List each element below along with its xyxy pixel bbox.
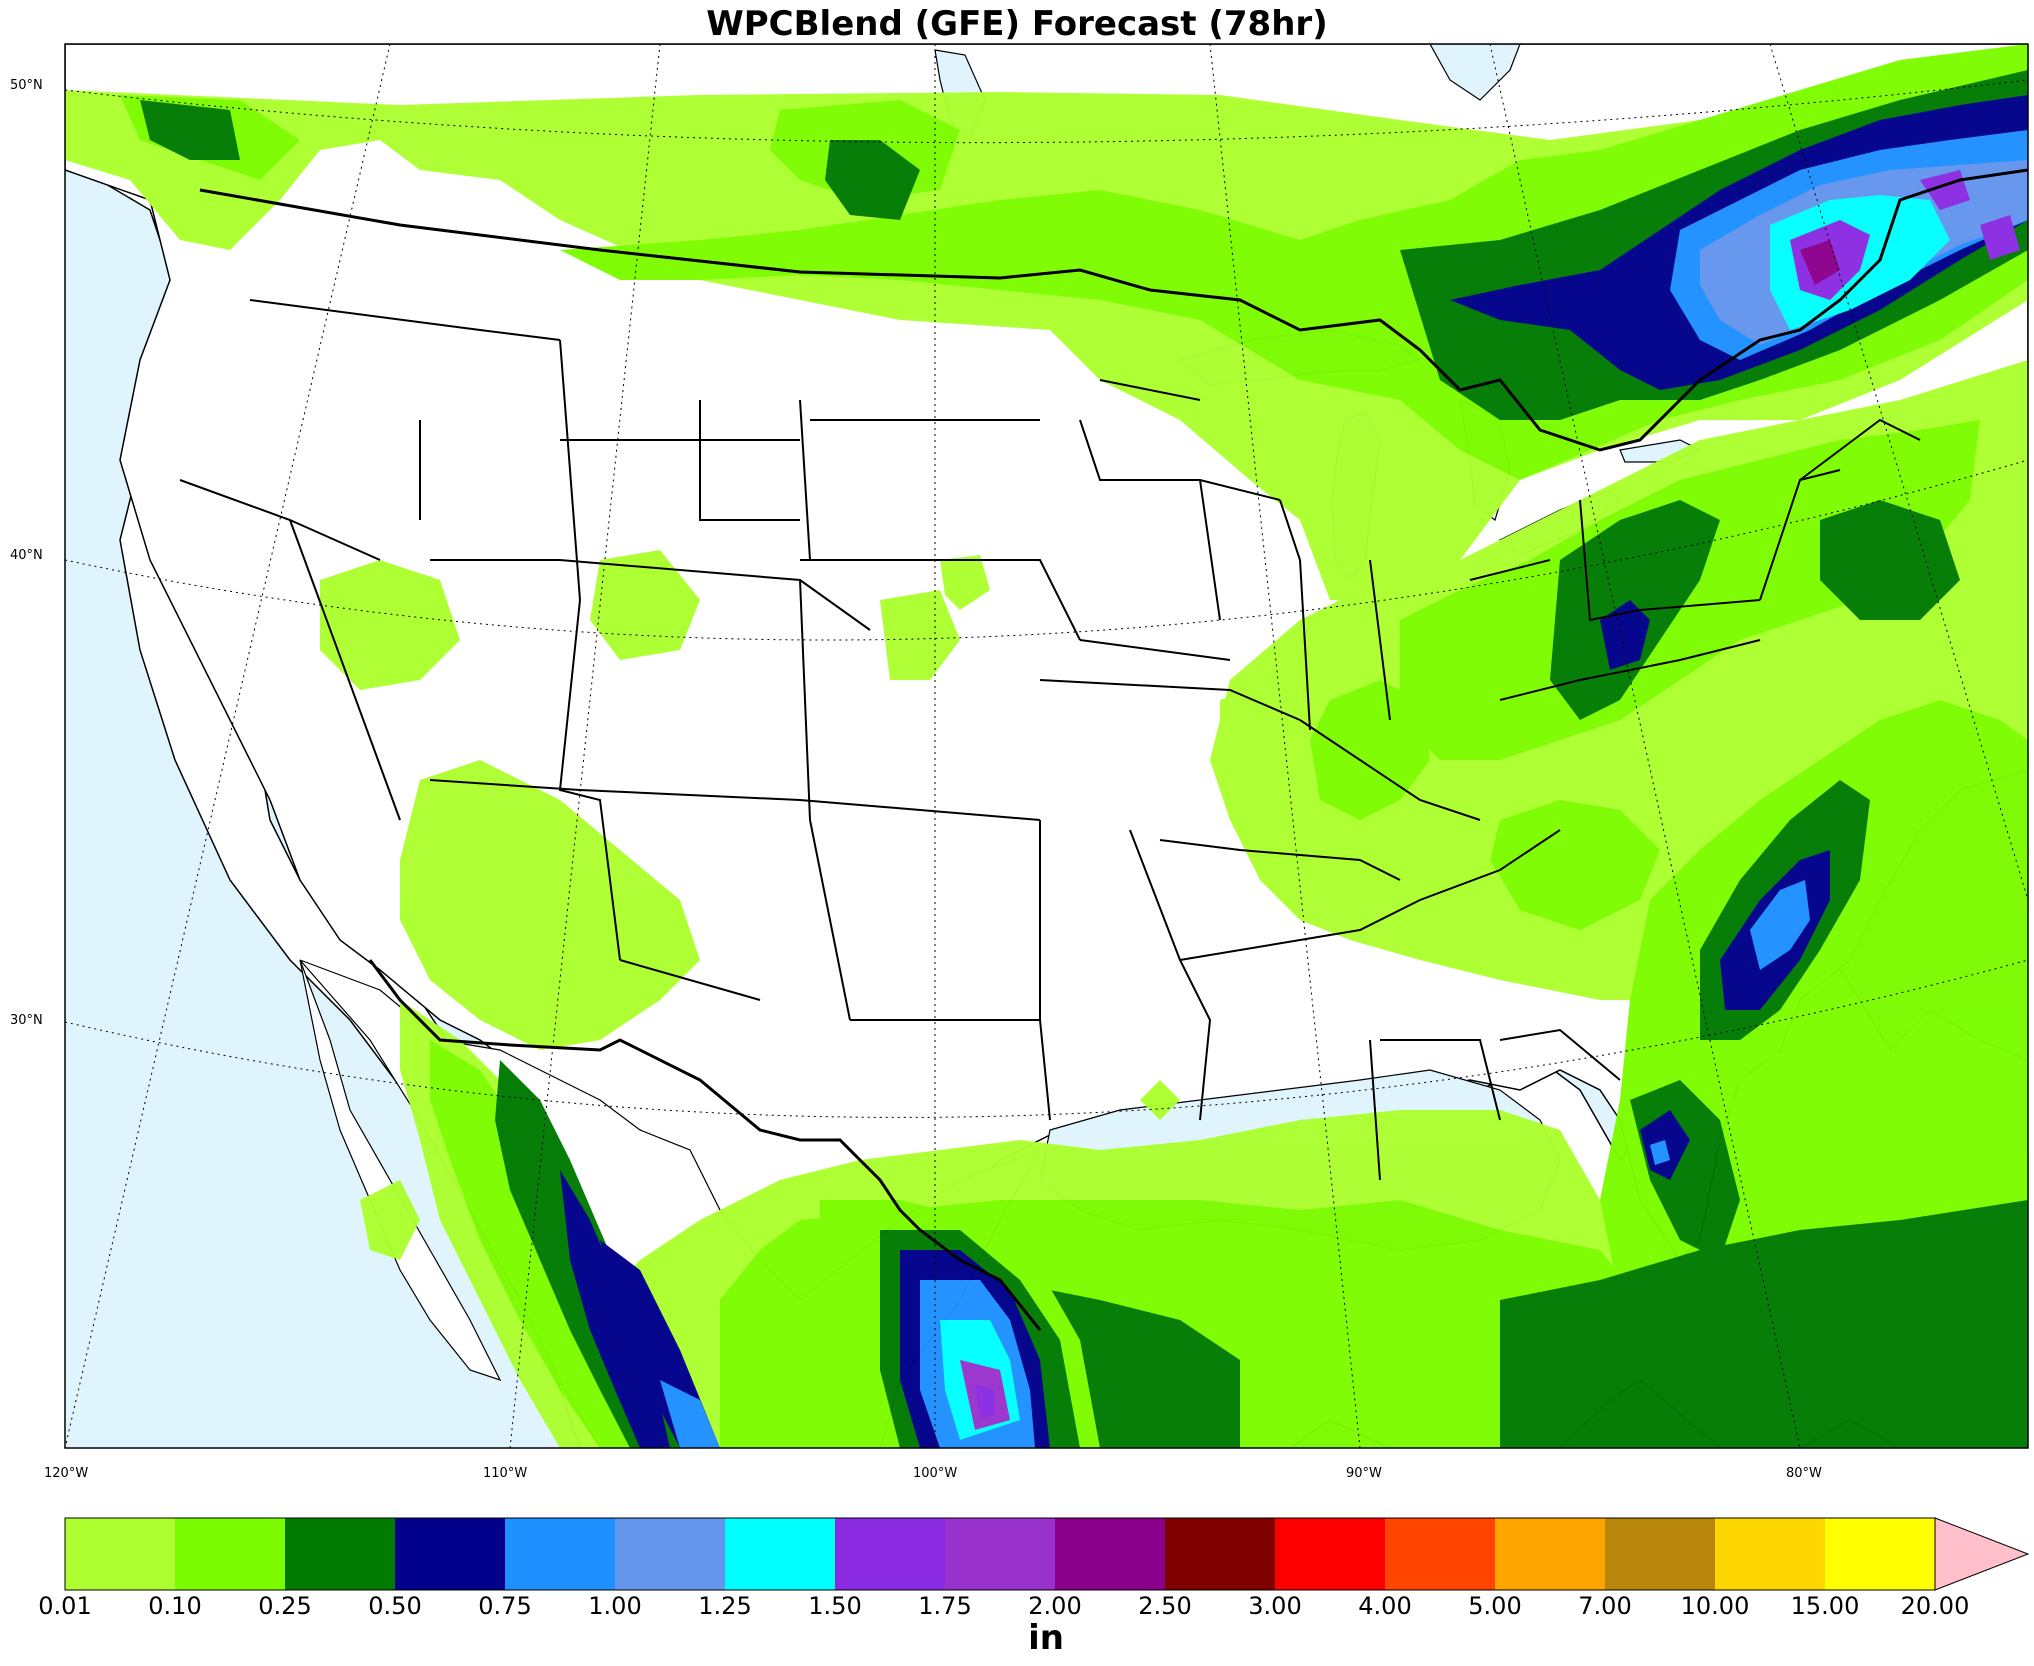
colorbar-tick-label: 7.00 (1578, 1592, 1632, 1620)
colorbar-band (1605, 1518, 1715, 1590)
colorbar-tick-label: 20.00 (1900, 1592, 1970, 1620)
colorbar-tick-label: 0.50 (368, 1592, 422, 1620)
lat-label-30: 30°N (10, 1013, 43, 1028)
colorbar-tick-label: 1.50 (808, 1592, 862, 1620)
colorbar-tick-label: 2.00 (1028, 1592, 1082, 1620)
colorbar-band (175, 1518, 285, 1590)
colorbar-band (1495, 1518, 1605, 1590)
colorbar-tick-label: 1.75 (918, 1592, 972, 1620)
colorbar-band (1825, 1518, 1935, 1590)
colorbar-tick-label: 3.00 (1248, 1592, 1302, 1620)
colorbar-band (1385, 1518, 1495, 1590)
colorbar-band (1715, 1518, 1825, 1590)
colorbar-tick-label: 0.10 (148, 1592, 202, 1620)
colorbar-extend-arrow (1934, 1517, 2030, 1591)
colorbar-tick-label: 1.25 (698, 1592, 752, 1620)
colorbar-tick-label: 5.00 (1468, 1592, 1522, 1620)
precip-shading (65, 44, 2028, 1448)
colorbar-tick-label: 0.25 (258, 1592, 312, 1620)
lon-label-90: 90°W (1346, 1466, 1382, 1481)
lat-label-40: 40°N (10, 548, 43, 563)
land-baja (299, 959, 502, 1382)
colorbar-frame (64, 1517, 1936, 1591)
lon-label-120: 120°W (44, 1466, 89, 1481)
colorbar-band (1165, 1518, 1275, 1590)
colorbar-unit: in (1028, 1618, 1064, 1658)
lon-label-110: 110°W (483, 1466, 528, 1481)
map-frame (64, 43, 2029, 1449)
lat-label-50: 50°N (10, 78, 43, 93)
colorbar-tick-label: 0.01 (38, 1592, 92, 1620)
colorbar-band (395, 1518, 505, 1590)
colorbar-tick-label: 2.50 (1138, 1592, 1192, 1620)
james-bay (1429, 44, 1521, 101)
state-borders (179, 168, 2028, 1331)
colorbar-tick-label: 15.00 (1790, 1592, 1860, 1620)
colorbar-band (505, 1518, 615, 1590)
colorbar-band (835, 1518, 945, 1590)
colorbar-band (1055, 1518, 1165, 1590)
colorbar-band (1275, 1518, 1385, 1590)
colorbar-band (615, 1518, 725, 1590)
graticule (65, 44, 2028, 1448)
map-title: WPCBlend (GFE) Forecast (78hr) (706, 4, 1328, 44)
colorbar-tick-label: 10.00 (1680, 1592, 1750, 1620)
colorbar-tick-label: 4.00 (1358, 1592, 1412, 1620)
lon-label-80: 80°W (1786, 1466, 1822, 1481)
colorbar-tick-label: 0.75 (478, 1592, 532, 1620)
colorbar-tick-label: 1.00 (588, 1592, 642, 1620)
colorbar-band (725, 1518, 835, 1590)
colorbar-band (945, 1518, 1055, 1590)
colorbar-band (65, 1518, 175, 1590)
colorbar-band (285, 1518, 395, 1590)
lon-label-100: 100°W (913, 1466, 958, 1481)
